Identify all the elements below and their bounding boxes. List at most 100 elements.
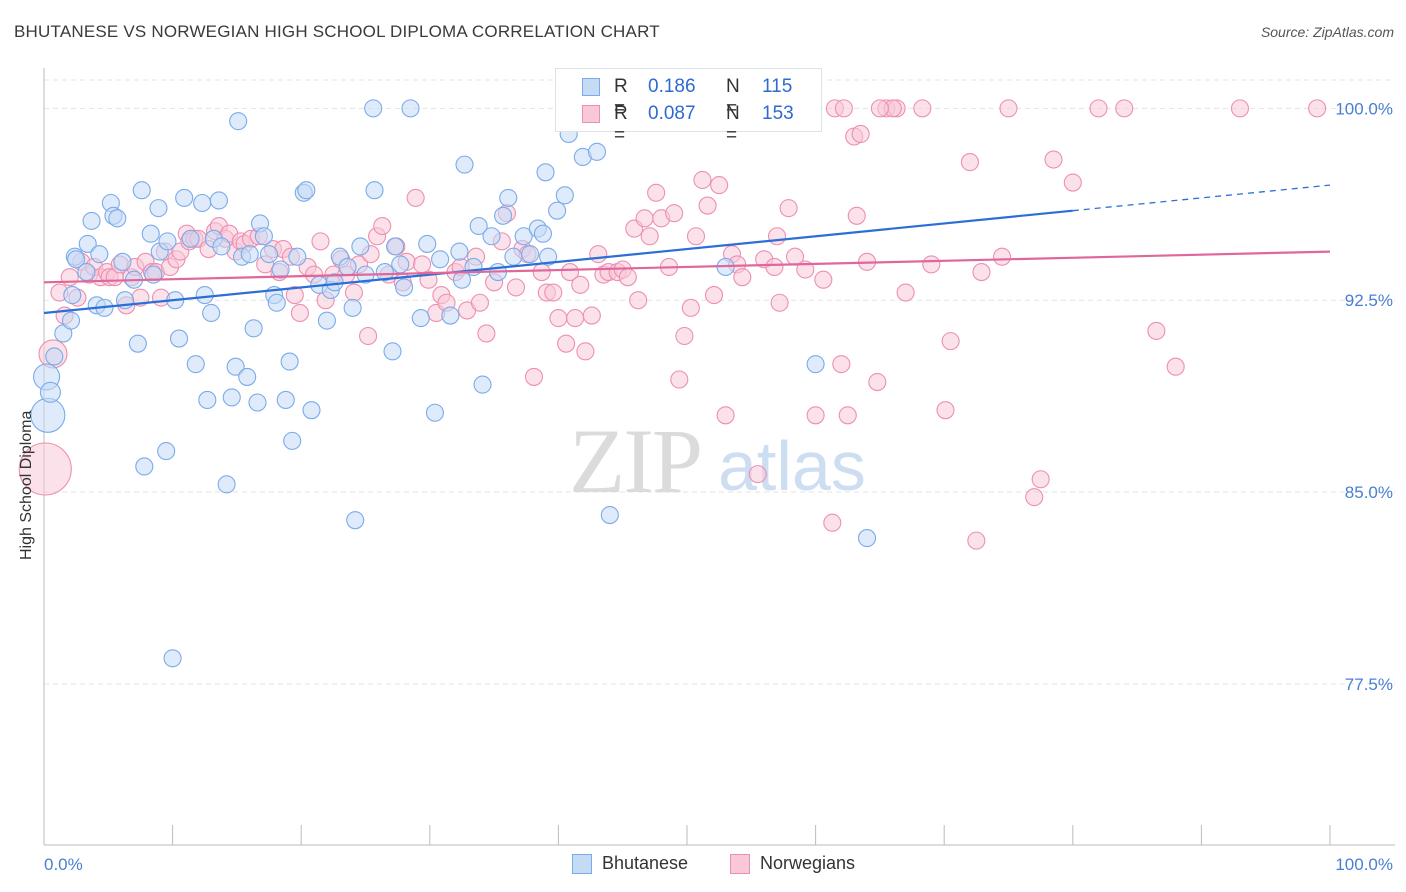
- point-norwegians: [359, 326, 378, 346]
- point-bhutanese: [395, 278, 414, 297]
- legend-swatch-bhutanese: [572, 854, 592, 874]
- r-label: R =: [614, 76, 628, 119]
- point-bhutanese: [469, 216, 488, 236]
- point-bhutanese: [67, 250, 86, 269]
- point-norwegians: [560, 263, 580, 282]
- point-bhutanese: [113, 252, 132, 271]
- point-norwegians: [1166, 357, 1185, 376]
- point-norwegians: [1308, 99, 1327, 118]
- point-bhutanese: [297, 181, 316, 200]
- point-bhutanese: [383, 342, 402, 361]
- point-norwegians: [967, 531, 986, 550]
- point-bhutanese: [248, 393, 267, 412]
- y-tick-label: 85.0%: [1345, 483, 1393, 502]
- point-bhutanese: [198, 390, 217, 410]
- point-norwegians: [960, 153, 979, 172]
- point-bhutanese: [63, 286, 82, 305]
- point-norwegians: [779, 199, 798, 218]
- watermark-atlas: atlas: [718, 427, 866, 505]
- point-bhutanese: [267, 293, 286, 312]
- point-norwegians: [640, 227, 659, 246]
- point-norwegians: [1089, 99, 1108, 118]
- point-bhutanese: [238, 367, 257, 386]
- point-bhutanese: [276, 390, 295, 410]
- point-bhutanese: [401, 99, 420, 118]
- y-tick-label: 77.5%: [1345, 675, 1393, 694]
- point-bhutanese: [141, 224, 160, 243]
- point-norwegians: [544, 283, 563, 302]
- point-norwegians: [582, 306, 601, 325]
- point-bhutanese: [135, 457, 154, 476]
- point-bhutanese: [391, 255, 410, 274]
- point-norwegians: [60, 268, 79, 287]
- point-norwegians: [290, 303, 309, 323]
- point-norwegians: [870, 99, 889, 118]
- point-bhutanese: [302, 401, 321, 420]
- point-bhutanese: [288, 247, 307, 266]
- point-bhutanese: [539, 247, 558, 266]
- point-norwegians: [993, 247, 1012, 266]
- point-bhutanese: [521, 245, 540, 264]
- legend: Bhutanese Norwegians: [0, 852, 1406, 878]
- x-tick-label-max: 100.0%: [1335, 855, 1393, 874]
- point-norwegians: [693, 170, 712, 190]
- point-bhutanese: [418, 234, 437, 253]
- point-norwegians: [913, 99, 932, 118]
- point-bhutanese: [90, 245, 109, 264]
- point-bhutanese: [364, 99, 383, 118]
- point-bhutanese: [175, 188, 194, 207]
- point-bhutanese: [77, 263, 96, 282]
- point-bhutanese: [193, 193, 212, 213]
- point-bhutanese: [209, 191, 228, 210]
- point-bhutanese: [229, 112, 248, 131]
- point-norwegians: [566, 309, 585, 328]
- trend-line-bhutanese: [43, 209, 1073, 315]
- point-norwegians: [681, 298, 700, 317]
- tick-labels: 77.5% 85.0% 92.5% 100.0% 0.0% 100.0%: [44, 99, 1393, 874]
- point-bhutanese: [425, 403, 444, 422]
- point-norwegians: [311, 232, 330, 251]
- point-bhutanese: [548, 201, 567, 220]
- point-norwegians: [470, 293, 490, 312]
- point-bhutanese: [45, 347, 64, 366]
- point-bhutanese: [533, 224, 553, 243]
- point-bhutanese: [78, 234, 97, 253]
- y-axis-label: High School Diploma: [18, 410, 35, 560]
- point-bhutanese: [157, 442, 176, 461]
- point-norwegians: [618, 268, 637, 287]
- point-norwegians: [344, 283, 363, 302]
- legend-swatch-norwegians: [730, 854, 750, 874]
- legend-label: Bhutanese: [602, 853, 689, 873]
- point-norwegians: [1147, 321, 1166, 340]
- point-bhutanese: [317, 311, 336, 330]
- point-norwegians: [629, 291, 648, 310]
- legend-label: Norwegians: [760, 853, 856, 873]
- point-bhutanese: [240, 245, 259, 264]
- y-tick-label: 100.0%: [1335, 99, 1393, 118]
- point-bhutanese: [441, 306, 460, 325]
- stats-swatch-norwegians: [582, 105, 600, 123]
- point-bhutanese: [351, 237, 370, 256]
- point-bhutanese: [128, 334, 147, 353]
- point-norwegians: [285, 286, 304, 305]
- point-bhutanese: [217, 475, 236, 494]
- point-norwegians: [698, 196, 717, 215]
- point-bhutanese: [499, 188, 518, 207]
- point-bhutanese: [431, 250, 450, 269]
- chart-title: BHUTANESE VS NORWEGIAN HIGH SCHOOL DIPLO…: [14, 22, 660, 41]
- point-bhutanese: [271, 260, 290, 279]
- point-bhutanese: [482, 227, 501, 246]
- source-label: Source: ZipAtlas.com: [1260, 24, 1394, 40]
- point-norwegians: [1044, 150, 1063, 169]
- point-bhutanese: [82, 211, 101, 230]
- point-bhutanese: [555, 186, 574, 205]
- point-bhutanese: [195, 286, 214, 305]
- r-value: 0.087: [648, 103, 696, 124]
- trend-line-norwegians: [43, 250, 1331, 284]
- point-norwegians: [941, 332, 960, 351]
- point-bhutanese: [132, 181, 151, 200]
- point-norwegians: [814, 270, 833, 289]
- point-norwegians: [1025, 488, 1044, 507]
- point-bhutanese: [259, 245, 279, 264]
- series-bhutanese: [30, 99, 877, 668]
